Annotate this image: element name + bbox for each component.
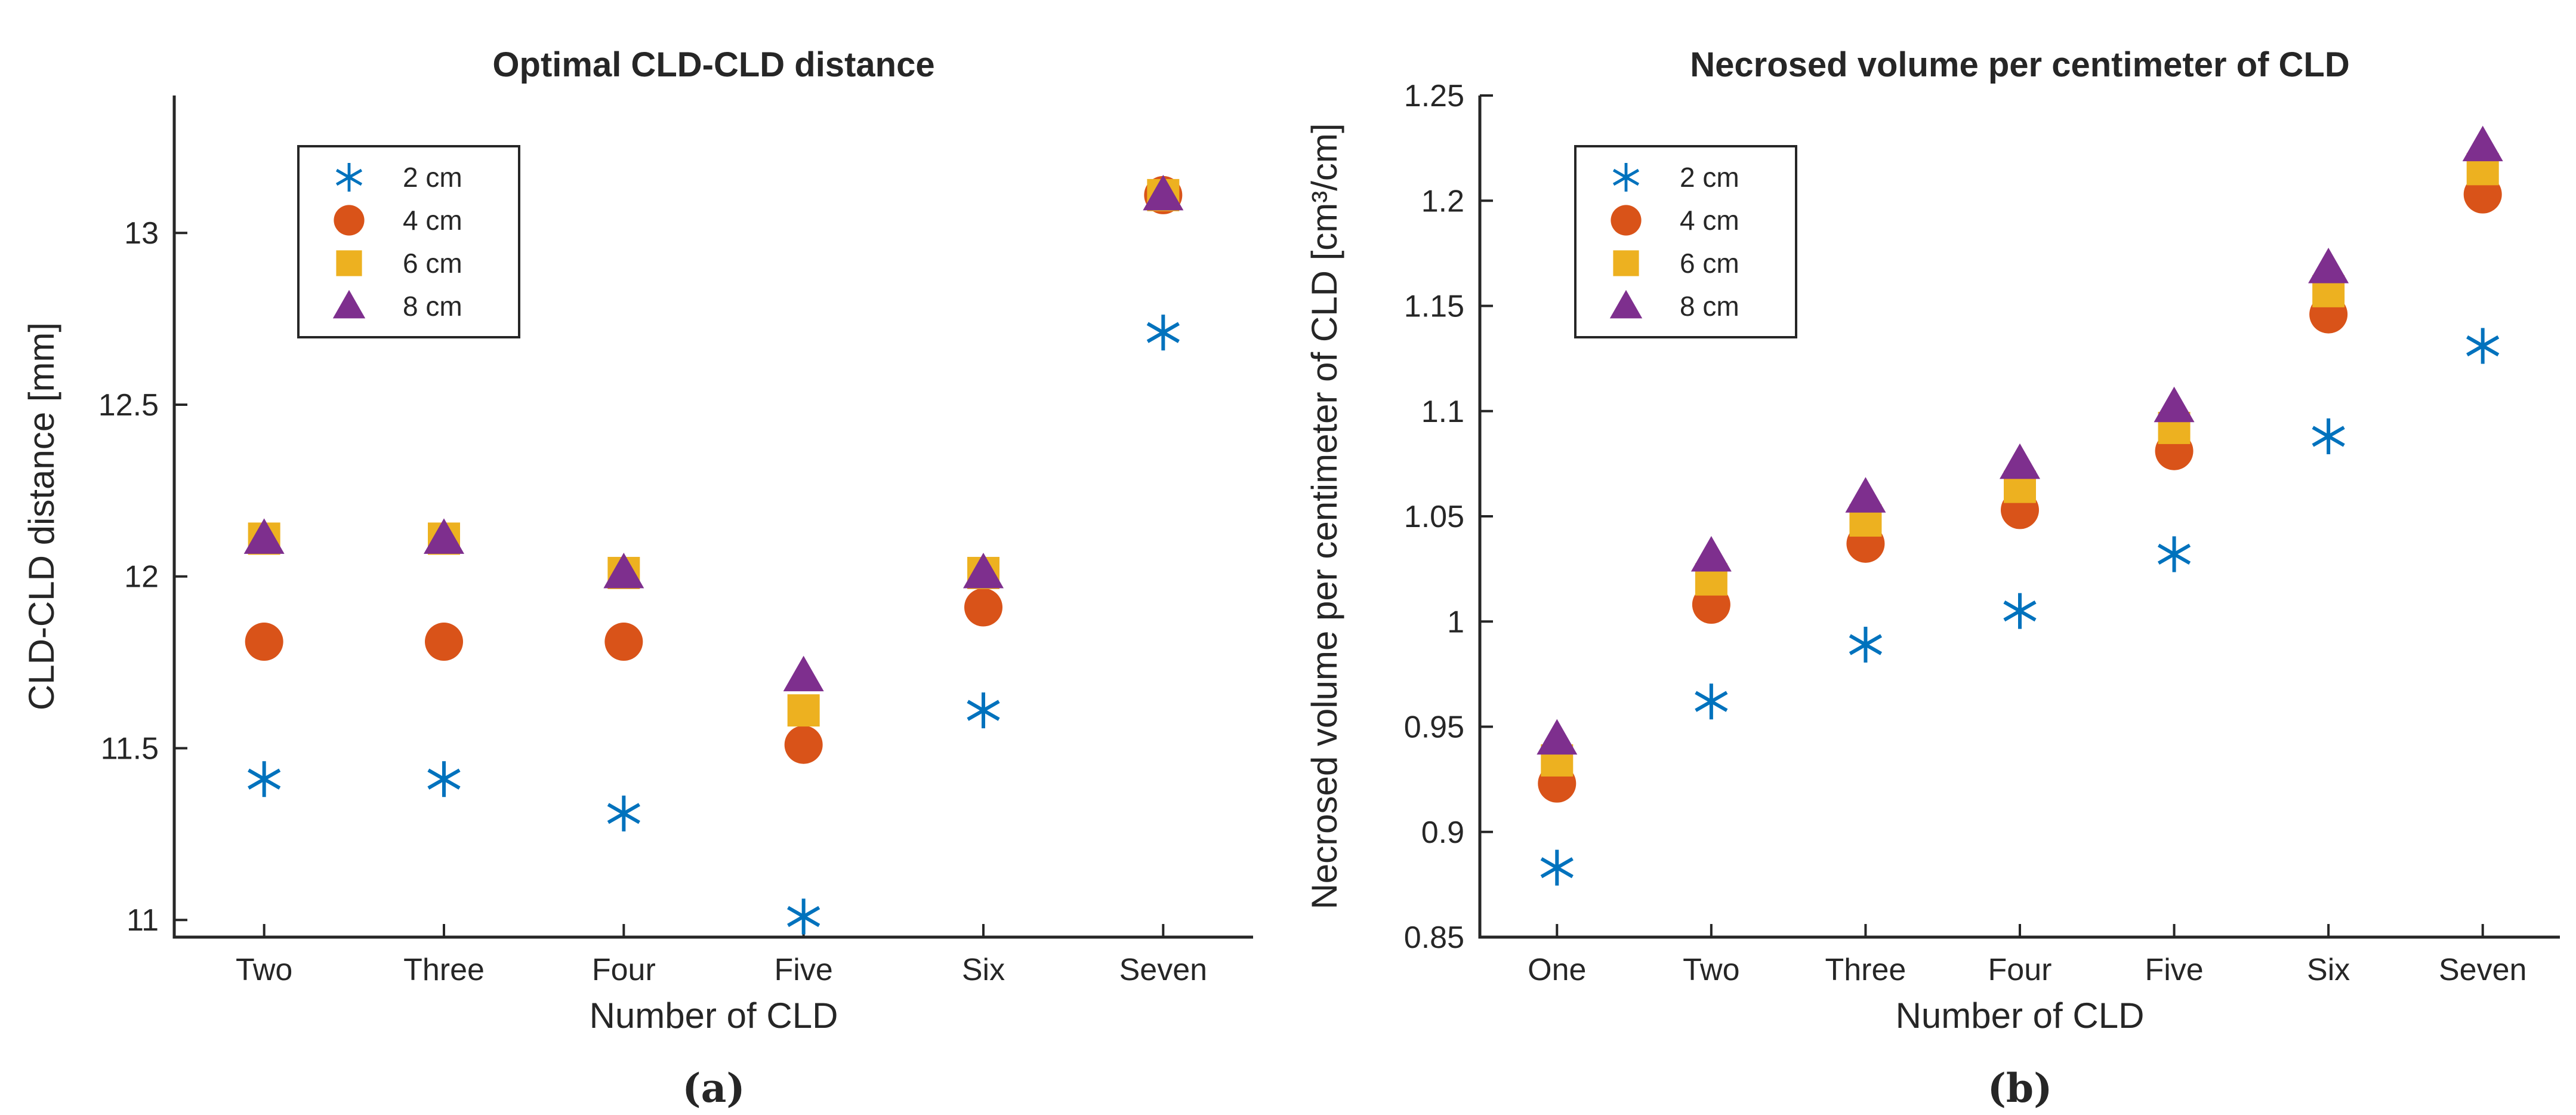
y-tick-label: 0.95 [1404, 710, 1464, 745]
y-tick-label: 1.2 [1421, 184, 1464, 218]
data-point-2cm-five [2157, 536, 2191, 572]
data-point-2cm-two [248, 761, 281, 797]
x-tick-label: Five [775, 953, 833, 987]
x-tick-label: Seven [2439, 953, 2526, 987]
data-point-8cm-two [1690, 535, 1732, 572]
data-point-8cm-four [603, 552, 644, 589]
axes-lines [172, 96, 1253, 939]
data-point-2cm-seven [1146, 315, 1180, 351]
y-tick-label: 11.5 [101, 731, 159, 766]
data-point-2cm-six [967, 692, 1000, 729]
y-tick-label: 1.25 [1404, 79, 1464, 113]
legend-marker-asterisk [335, 163, 363, 192]
legend-label: 4 cm [1680, 205, 1739, 236]
legend-label: 6 cm [403, 248, 462, 279]
y-tick-label: 1.15 [1404, 289, 1464, 324]
legend-marker-circle [334, 205, 365, 236]
figure-caption: (b) [1988, 1065, 2053, 1111]
legend-marker-asterisk [1612, 163, 1640, 192]
x-tick-label: Three [1825, 953, 1906, 987]
legend-label: 8 cm [1680, 291, 1739, 322]
x-axis-label: Number of CLD [590, 996, 838, 1036]
y-tick-label: 1.1 [1421, 395, 1464, 429]
data-point-4cm-four [604, 623, 643, 661]
y-tick-label: 0.85 [1404, 920, 1464, 955]
data-point-8cm-one [1537, 719, 1578, 755]
chart-panel-b: Necrosed volume per centimeter of CLD 0.8… [1289, 0, 2576, 1115]
data-point-2cm-three [1849, 627, 1883, 663]
x-tick-label: Two [1683, 953, 1739, 987]
x-tick-label: Six [962, 953, 1005, 987]
chart-title: Optimal CLD-CLD distance [492, 45, 934, 84]
legend-box [1574, 145, 1797, 338]
data-point-8cm-four [2000, 443, 2040, 479]
x-tick-label: Four [1988, 953, 2052, 987]
legend: 2 cm 4 cm 6 cm 8 cm [1574, 145, 1797, 338]
x-tick-label: Three [403, 953, 485, 987]
x-tick-label: Seven [1119, 953, 1207, 987]
legend-marker-square [1613, 250, 1639, 276]
data-point-2cm-three [427, 761, 461, 797]
chart-panel-a: Optimal CLD-CLD distance 11 11.5 12 12.5 13 Tw… [21, 45, 1253, 1111]
y-tick-label: 11 [127, 903, 159, 938]
legend-label: 6 cm [1680, 248, 1739, 279]
data-point-8cm-three [1845, 477, 1886, 513]
data-point-8cm-three [424, 518, 464, 554]
data-point-8cm-five [2154, 386, 2195, 423]
legend-marker-circle [1611, 205, 1642, 236]
chart-svg-0: Optimal CLD-CLD distance 11 11.5 12 12.5 13 Tw… [21, 45, 1253, 1111]
y-tick-label: 1 [1447, 605, 1464, 639]
chart-title: Necrosed volume per centimeter of CLD [1690, 45, 2350, 84]
data-point-8cm-six [2308, 248, 2349, 284]
y-axis-label: CLD-CLD distance [mm] [21, 322, 61, 710]
legend-marker-triangle [332, 289, 366, 319]
chart-svg-1: Necrosed volume per centimeter of CLD 0.8… [1304, 45, 2560, 1111]
data-point-8cm-six [963, 552, 1004, 589]
data-point-6cm-five [787, 694, 820, 727]
data-point-8cm-two [243, 518, 285, 554]
legend-marker-triangle [1609, 289, 1643, 319]
data-point-8cm-five [783, 655, 824, 692]
figure-caption: (a) [682, 1065, 745, 1111]
y-tick-label: 12.5 [98, 388, 159, 423]
data-point-2cm-seven [2466, 328, 2500, 364]
legend: 2 cm 4 cm 6 cm 8 cm [297, 145, 520, 338]
data-point-8cm-seven [1143, 174, 1184, 211]
legend-label: 2 cm [1680, 162, 1739, 193]
legend-label: 4 cm [403, 205, 462, 236]
x-tick-label: Five [2145, 953, 2203, 987]
y-tick-label: 12 [124, 560, 159, 595]
x-axis-label: Number of CLD [1896, 996, 2145, 1036]
data-point-4cm-six [964, 588, 1002, 627]
data-point-4cm-two [245, 623, 283, 661]
legend-box [297, 145, 520, 338]
y-tick-label: 13 [124, 216, 159, 251]
data-point-2cm-one [1540, 849, 1574, 886]
data-point-2cm-five [787, 898, 820, 935]
data-point-4cm-five [784, 725, 823, 764]
legend-label: 8 cm [403, 291, 462, 322]
data-point-2cm-six [2312, 418, 2345, 455]
data-point-4cm-three [425, 623, 463, 661]
legend-label: 2 cm [403, 162, 462, 193]
x-tick-label: Six [2307, 953, 2350, 987]
x-tick-label: One [1528, 953, 1586, 987]
data-point-2cm-two [1695, 683, 1728, 720]
data-point-8cm-seven [2462, 125, 2503, 162]
y-tick-label: 0.9 [1421, 815, 1464, 850]
y-tick-label: 1.05 [1404, 500, 1464, 534]
x-tick-label: Two [236, 953, 292, 987]
y-axis-label: Necrosed volume per centimeter of CLD [c… [1304, 123, 1344, 909]
x-tick-label: Four [592, 953, 656, 987]
data-point-2cm-four [607, 795, 640, 831]
legend-marker-square [336, 250, 362, 276]
data-point-2cm-four [2003, 593, 2037, 629]
